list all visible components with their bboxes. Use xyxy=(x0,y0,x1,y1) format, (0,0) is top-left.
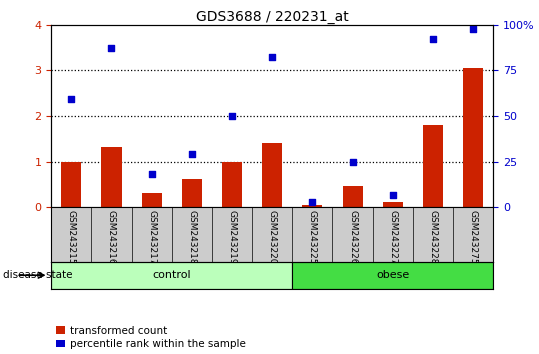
Title: GDS3688 / 220231_at: GDS3688 / 220231_at xyxy=(196,10,349,24)
Legend: transformed count, percentile rank within the sample: transformed count, percentile rank withi… xyxy=(57,326,246,349)
Point xyxy=(308,199,317,205)
Text: GSM243226: GSM243226 xyxy=(348,210,357,264)
Text: GSM243228: GSM243228 xyxy=(429,210,438,264)
Bar xyxy=(182,179,202,207)
Text: obese: obese xyxy=(376,270,409,280)
Text: GSM243227: GSM243227 xyxy=(388,210,397,264)
Text: GSM243219: GSM243219 xyxy=(227,210,237,264)
Text: GSM243215: GSM243215 xyxy=(67,210,76,264)
Point xyxy=(348,159,357,164)
Text: GSM243216: GSM243216 xyxy=(107,210,116,264)
Point xyxy=(469,27,478,32)
Point xyxy=(389,192,397,198)
Text: GSM243218: GSM243218 xyxy=(188,210,196,264)
Bar xyxy=(383,202,403,207)
Bar xyxy=(342,185,363,207)
Text: GSM243217: GSM243217 xyxy=(147,210,156,264)
Point xyxy=(227,113,236,119)
Point xyxy=(188,151,196,156)
Bar xyxy=(61,161,81,207)
Point xyxy=(67,96,75,102)
Text: GSM243275: GSM243275 xyxy=(468,210,478,264)
Bar xyxy=(51,262,292,289)
Text: GSM243225: GSM243225 xyxy=(308,210,317,264)
Bar xyxy=(222,161,242,207)
Point xyxy=(268,54,277,59)
Point xyxy=(429,36,437,42)
Text: disease state: disease state xyxy=(3,270,72,280)
Bar xyxy=(262,143,282,207)
Point xyxy=(107,46,116,51)
Bar xyxy=(302,205,322,207)
Point xyxy=(147,171,156,177)
Text: GSM243220: GSM243220 xyxy=(268,210,277,264)
Bar xyxy=(101,147,121,207)
Bar xyxy=(423,125,443,207)
Bar xyxy=(463,68,483,207)
Bar xyxy=(292,262,493,289)
Text: control: control xyxy=(153,270,191,280)
Bar xyxy=(142,193,162,207)
